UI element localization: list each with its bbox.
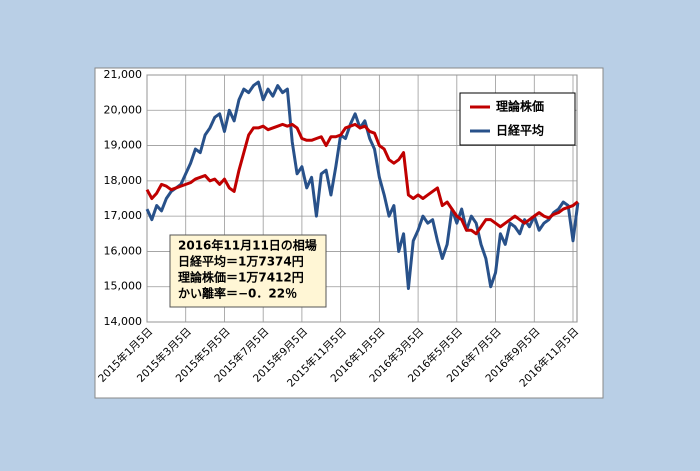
legend-label: 日経平均: [496, 123, 544, 138]
y-tick-label: 17,000: [104, 209, 143, 222]
y-tick-label: 15,000: [104, 280, 143, 293]
annotation-text: 2016年11月11日の相場: [178, 238, 317, 253]
annotation-text: かい離率＝−0．22％: [178, 286, 297, 301]
y-tick-label: 20,000: [104, 103, 143, 116]
annotation-text: 日経平均＝1万7374円: [178, 254, 304, 269]
y-tick-label: 19,000: [104, 139, 143, 152]
y-tick-label: 21,000: [104, 68, 143, 81]
series-line: [145, 80, 580, 290]
y-tick-label: 16,000: [104, 244, 143, 257]
series-line: [145, 122, 579, 236]
annotation-text: 理論株価＝1万7412円: [178, 270, 304, 285]
y-tick-label: 14,000: [104, 315, 143, 328]
y-tick-label: 18,000: [104, 174, 143, 187]
legend-label: 理論株価: [496, 99, 544, 114]
annotation-box: [169, 234, 327, 308]
legend-box: [459, 92, 576, 146]
